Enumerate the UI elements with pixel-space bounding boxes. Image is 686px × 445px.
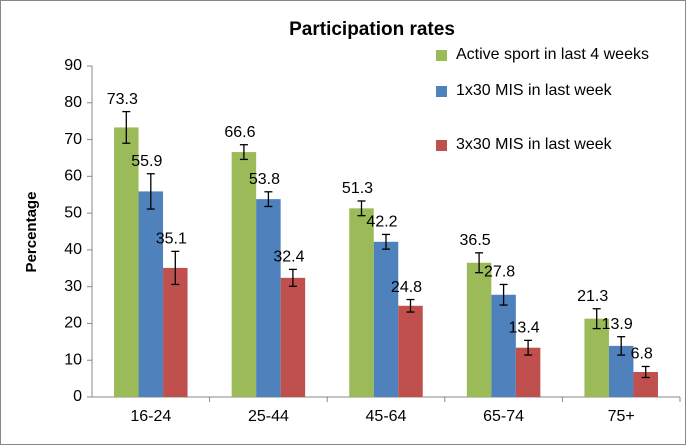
y-tick-label: 90 xyxy=(64,57,82,74)
legend-item: 1x30 MIS in last week xyxy=(436,80,676,102)
data-label: 53.8 xyxy=(249,171,280,188)
bar xyxy=(466,262,492,397)
y-tick-label: 10 xyxy=(64,351,82,368)
legend-label: 3x30 MIS in last week xyxy=(456,136,612,153)
y-tick-label: 20 xyxy=(64,315,82,332)
y-tick-label: 40 xyxy=(64,241,82,258)
data-label: 21.3 xyxy=(577,288,608,305)
legend: Active sport in last 4 weeks 1x30 MIS in … xyxy=(436,44,676,156)
data-label: 42.2 xyxy=(366,214,397,231)
y-axis-label: Percentage xyxy=(23,192,40,273)
bar xyxy=(280,277,306,397)
data-label: 36.5 xyxy=(460,232,491,249)
legend-swatch xyxy=(436,86,447,97)
data-label: 13.4 xyxy=(509,320,540,337)
x-tick-label: 45-64 xyxy=(366,408,407,425)
bar xyxy=(398,305,423,397)
bar xyxy=(373,241,399,397)
data-label: 24.8 xyxy=(391,279,422,296)
chart-title: Participation rates xyxy=(289,19,455,40)
data-label: 27.8 xyxy=(484,264,515,281)
bar xyxy=(584,318,609,397)
x-tick-label: 16-24 xyxy=(130,408,171,425)
bar xyxy=(515,347,541,397)
y-tick-label: 50 xyxy=(64,204,82,221)
y-tick-label: 30 xyxy=(64,278,82,295)
bar xyxy=(349,208,374,397)
y-tick-label: 70 xyxy=(64,131,82,148)
data-label: 6.8 xyxy=(631,346,653,363)
bar xyxy=(231,152,257,397)
legend-item: 3x30 MIS in last week xyxy=(436,134,676,156)
data-label: 66.6 xyxy=(224,124,255,141)
bar xyxy=(256,199,281,397)
data-label: 13.9 xyxy=(602,316,633,333)
bar xyxy=(138,191,164,397)
y-tick-label: 0 xyxy=(73,388,82,405)
y-tick-label: 60 xyxy=(64,168,82,185)
x-tick-label: 25-44 xyxy=(248,408,289,425)
data-label: 32.4 xyxy=(273,249,304,266)
data-label: 35.1 xyxy=(156,231,187,248)
data-label: 51.3 xyxy=(342,180,373,197)
legend-label: 1x30 MIS in last week xyxy=(456,82,612,99)
x-tick-label: 75+ xyxy=(608,408,635,425)
legend-item: Active sport in last 4 weeks xyxy=(436,44,676,66)
data-label: 73.3 xyxy=(107,91,138,108)
data-label: 55.9 xyxy=(131,153,162,170)
bar xyxy=(163,267,188,397)
bar xyxy=(491,294,516,397)
bar xyxy=(114,127,139,398)
legend-swatch xyxy=(436,140,447,151)
y-tick-label: 80 xyxy=(64,94,82,111)
x-tick-label: 65-74 xyxy=(483,408,524,425)
legend-label: Active sport in last 4 weeks xyxy=(456,46,649,63)
legend-swatch xyxy=(436,50,447,61)
